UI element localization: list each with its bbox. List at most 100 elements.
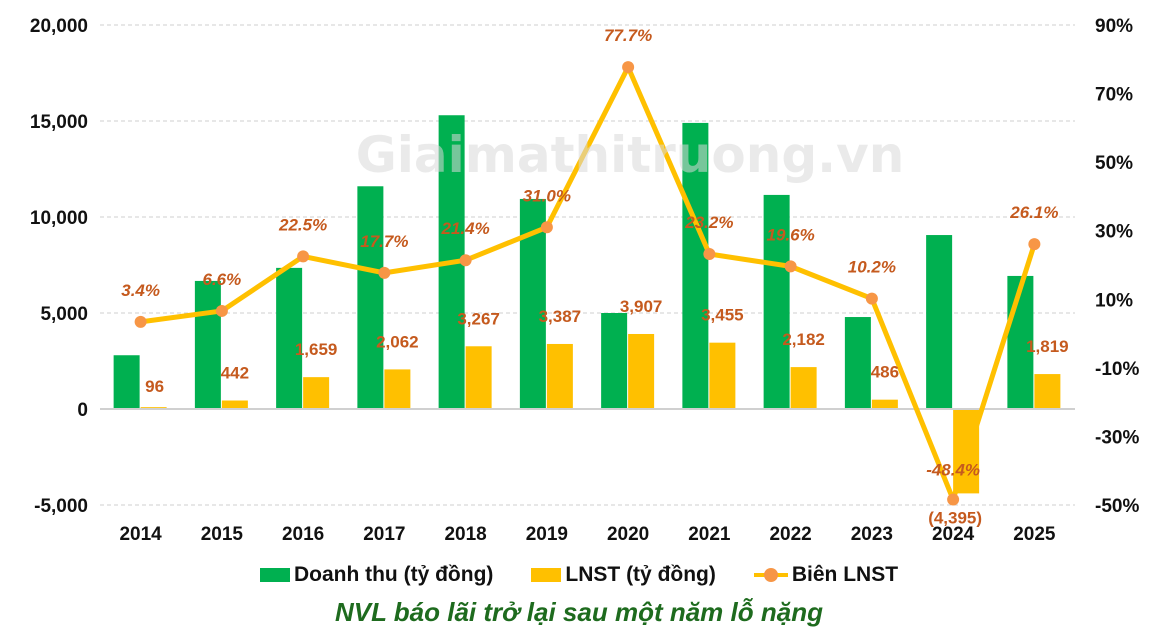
margin-line [134, 61, 1041, 506]
profit-bar [1034, 374, 1061, 409]
margin-marker [1028, 238, 1041, 251]
gridlines [100, 24, 1075, 506]
margin-marker [947, 493, 960, 506]
margin-marker [622, 61, 635, 74]
left-axis-ticks: 20,000 15,000 10,000 5,000 0 -5,000 [30, 16, 88, 517]
watermark: Giaimathitruong.vn [356, 126, 905, 184]
profit-bar [465, 346, 492, 409]
margin-data-label: -48.4% [926, 461, 980, 480]
right-tick-label: 10% [1095, 290, 1133, 311]
margin-marker [540, 221, 553, 234]
margin-data-label: 26.1% [1009, 203, 1058, 222]
left-tick-label: -5,000 [34, 496, 88, 517]
chart-caption: NVL báo lãi trở lại sau một năm lỗ nặng [335, 597, 823, 627]
revenue-bar [1007, 275, 1034, 409]
right-axis-ticks: 90% 70% 50% 30% 10% -10% -30% -50% [1095, 16, 1139, 517]
x-tick-label: 2016 [282, 524, 324, 545]
revenue-bar [357, 186, 384, 409]
left-tick-label: 5,000 [40, 304, 88, 325]
profit-bar [871, 399, 898, 409]
right-tick-label: -50% [1095, 496, 1139, 517]
margin-line-path [140, 64, 1037, 503]
left-tick-label: 0 [77, 400, 88, 421]
profit-data-label: 3,387 [539, 307, 582, 326]
profit-data-label: 3,455 [701, 306, 744, 325]
margin-marker [459, 254, 472, 267]
right-tick-label: -30% [1095, 427, 1139, 448]
profit-bar [303, 377, 330, 409]
legend-label: Biên LNST [791, 563, 899, 586]
legend-item-margin: Biên LNST [753, 563, 899, 587]
profit-bar [384, 369, 411, 409]
x-tick-label: 2015 [201, 524, 244, 545]
legend-line-marker-icon [753, 567, 788, 583]
margin-marker [134, 315, 147, 328]
profit-data-label: 1,819 [1026, 337, 1069, 356]
x-tick-label: 2023 [851, 524, 893, 545]
profit-data-label: 3,907 [620, 297, 663, 316]
margin-data-label: 10.2% [848, 258, 896, 277]
x-tick-label: 2021 [688, 524, 731, 545]
legend-item-revenue: Doanh thu (tỷ đồng) [259, 563, 494, 587]
profit-data-label: (4,395) [928, 508, 982, 527]
margin-marker [297, 250, 310, 263]
margin-marker [703, 248, 716, 261]
profit-data-label: 2,062 [376, 332, 419, 351]
profit-bar [709, 342, 736, 409]
legend-swatch-yellow [531, 568, 562, 582]
margin-marker [784, 260, 797, 273]
revenue-bar [926, 235, 953, 409]
margin-data-label: 23.2% [684, 213, 733, 232]
x-tick-label: 2022 [769, 524, 811, 545]
revenue-bar [844, 317, 871, 409]
revenue-bar [113, 355, 140, 409]
profit-data-label: 486 [871, 363, 899, 382]
legend: Doanh thu (tỷ đồng) LNST (tỷ đồng) Biên … [0, 563, 1158, 587]
revenue-bar [601, 313, 628, 409]
data-labels: 96 442 1,659 2,062 3,267 3,387 3,907 3,455 2,182… [121, 26, 1068, 527]
profit-data-label: 96 [145, 377, 164, 396]
x-tick-label: 2019 [526, 524, 568, 545]
margin-data-label: 22.5% [278, 215, 327, 234]
profit-bar [628, 333, 655, 409]
margin-data-label: 19.6% [767, 225, 815, 244]
right-tick-label: 50% [1095, 153, 1133, 174]
legend-item-profit: LNST (tỷ đồng) [531, 563, 716, 587]
legend-label: LNST (tỷ đồng) [565, 563, 716, 586]
x-tick-label: 2018 [444, 524, 486, 545]
margin-data-label: 17.7% [360, 232, 408, 251]
profit-bar [790, 367, 817, 409]
margin-data-label: 77.7% [604, 26, 652, 45]
margin-marker [215, 304, 228, 317]
profit-data-label: 2,182 [782, 330, 825, 349]
profit-bar [546, 343, 573, 409]
right-tick-label: 30% [1095, 222, 1133, 243]
combo-chart: 20,000 15,000 10,000 5,000 0 -5,000 90% 70% 50%… [30, 16, 1140, 545]
revenue-bar [194, 280, 221, 409]
legend-label: Doanh thu (tỷ đồng) [293, 563, 494, 586]
margin-data-label: 3.4% [121, 281, 160, 300]
margin-data-label: 6.6% [203, 270, 242, 289]
profit-bar [221, 400, 248, 409]
revenue-bar [682, 122, 709, 410]
x-tick-label: 2014 [119, 524, 162, 545]
margin-data-label: 31.0% [523, 186, 571, 205]
margin-data-label: 21.4% [441, 219, 490, 238]
revenue-bar [276, 267, 303, 409]
left-tick-label: 15,000 [30, 112, 88, 133]
profit-data-label: 442 [221, 364, 249, 383]
revenue-bar [763, 194, 790, 409]
margin-marker [865, 292, 878, 305]
legend-swatch-green [259, 568, 290, 582]
right-tick-label: -10% [1095, 359, 1139, 380]
right-tick-label: 70% [1095, 85, 1133, 106]
x-tick-label: 2025 [1013, 524, 1056, 545]
right-tick-label: 90% [1095, 16, 1133, 37]
x-tick-label: 2017 [363, 524, 405, 545]
x-tick-label: 2020 [607, 524, 649, 545]
x-tick-label: 2024 [932, 524, 975, 545]
left-tick-label: 20,000 [30, 16, 88, 37]
profit-data-label: 1,659 [295, 340, 338, 359]
x-axis-ticks: 2014 2015 2016 2017 2018 2019 2020 2021 2022 2023… [119, 524, 1055, 545]
margin-marker [378, 266, 391, 279]
